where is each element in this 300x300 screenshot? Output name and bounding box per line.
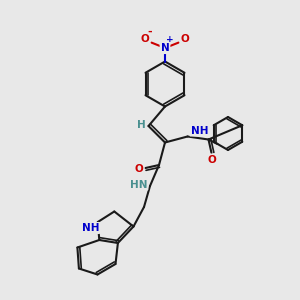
Text: HN: HN — [130, 179, 147, 190]
Text: NH: NH — [190, 125, 208, 136]
Text: NH: NH — [82, 223, 99, 233]
Text: O: O — [207, 154, 216, 165]
Text: H: H — [136, 119, 146, 130]
Text: +: + — [166, 35, 173, 44]
Text: -: - — [148, 27, 152, 37]
Text: N: N — [160, 43, 169, 53]
Text: O: O — [134, 164, 143, 175]
Text: O: O — [181, 34, 190, 44]
Text: O: O — [140, 34, 149, 44]
